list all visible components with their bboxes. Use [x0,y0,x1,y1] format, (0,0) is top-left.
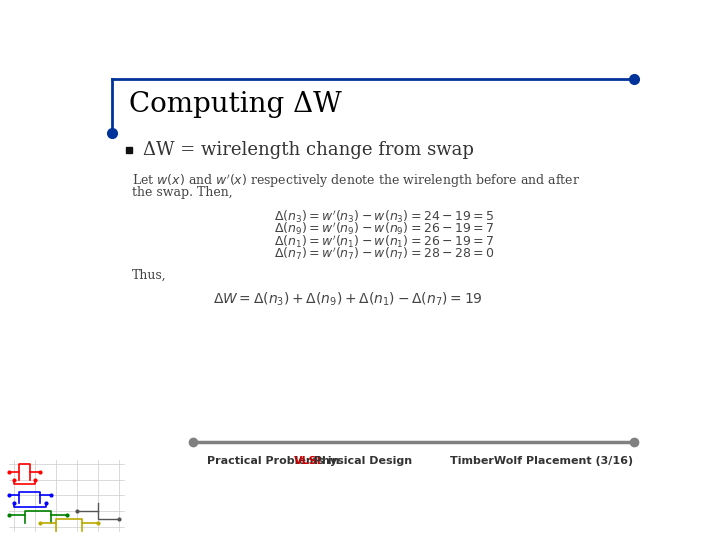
Text: Computing ΔW: Computing ΔW [129,91,342,118]
Text: the swap. Then,: the swap. Then, [132,186,233,199]
Text: $\Delta W = \Delta(n_3) + \Delta(n_9) + \Delta(n_1) - \Delta(n_7) = 19$: $\Delta W = \Delta(n_3) + \Delta(n_9) + … [213,291,482,308]
Text: ΔW = wirelength change from swap: ΔW = wirelength change from swap [143,141,474,159]
Text: Thus,: Thus, [132,268,166,281]
Text: $\Delta(n_3) = w'(n_3) - w(n_3) = 24 - 19 = 5$: $\Delta(n_3) = w'(n_3) - w(n_3) = 24 - 1… [274,208,495,225]
Text: VLSI: VLSI [294,456,321,465]
Text: Let $w(x)$ and $w'(x)$ respectively denote the wirelength before and after: Let $w(x)$ and $w'(x)$ respectively deno… [132,172,580,190]
Text: $\Delta(n_1) = w'(n_1) - w(n_1) = 26 - 19 = 7$: $\Delta(n_1) = w'(n_1) - w(n_1) = 26 - 1… [274,233,495,250]
Text: $\Delta(n_9) = w'(n_9) - w(n_9) = 26 - 19 = 7$: $\Delta(n_9) = w'(n_9) - w(n_9) = 26 - 1… [274,221,495,238]
Text: Physical Design: Physical Design [310,456,413,465]
Text: TimberWolf Placement (3/16): TimberWolf Placement (3/16) [450,456,633,465]
Text: $\Delta(n_7) = w'(n_7) - w(n_7) = 28 - 28 = 0$: $\Delta(n_7) = w'(n_7) - w(n_7) = 28 - 2… [274,246,495,262]
Text: Practical Problems in: Practical Problems in [207,456,343,465]
